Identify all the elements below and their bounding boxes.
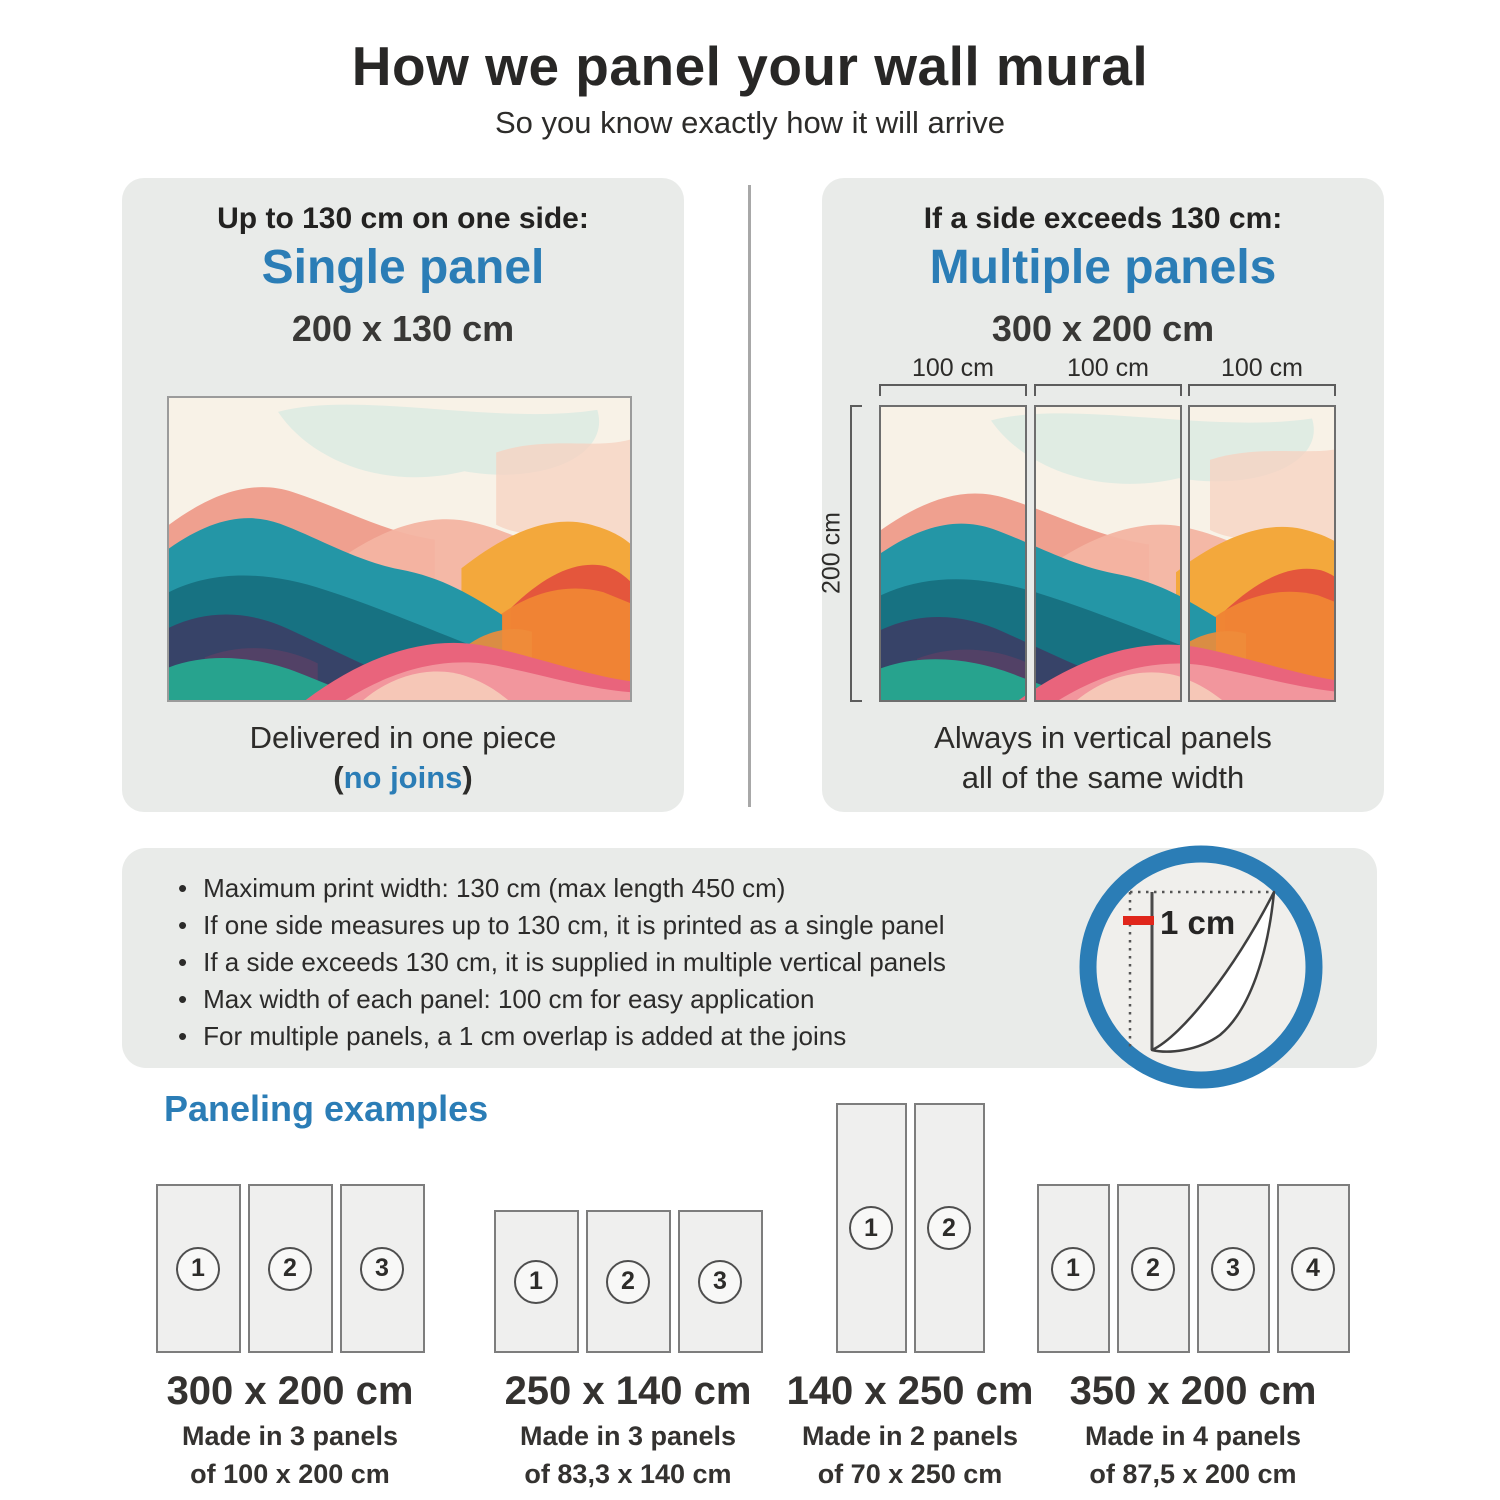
panel-number-badge: 1 <box>1051 1246 1095 1291</box>
panel-number-badge: 2 <box>606 1259 650 1304</box>
info-bullet: For multiple panels, a 1 cm overlap is a… <box>178 1018 946 1055</box>
paren-close: ) <box>462 760 473 795</box>
example-250x140: 1 2 3 250 x 140 cm Made in 3 panels of 8… <box>478 1100 778 1490</box>
example-panel: 1 <box>493 1210 579 1353</box>
height-bracket <box>850 405 862 702</box>
cards-divider <box>748 185 751 807</box>
example-panels: 1 2 3 <box>140 1100 440 1353</box>
multiple-panels-card: If a side exceeds 130 cm: Multiple panel… <box>818 178 1384 812</box>
example-panel: 3 <box>677 1210 763 1353</box>
example-size: 250 x 140 cm <box>504 1369 752 1413</box>
example-panel: 3 <box>1196 1184 1270 1353</box>
panel-number-badge: 2 <box>927 1206 971 1250</box>
example-panel: 2 <box>913 1103 985 1353</box>
mural-artwork <box>1036 407 1180 700</box>
example-detail: Made in 4 panels <box>1084 1421 1302 1451</box>
example-detail: of 70 x 250 cm <box>817 1459 1003 1489</box>
width-bracket-3 <box>1188 384 1336 396</box>
example-panel: 1 <box>155 1184 241 1353</box>
example-panel: 1 <box>835 1103 907 1353</box>
single-caption-joins: (no joins) <box>122 760 684 796</box>
overlap-label: 1 cm <box>1160 904 1235 941</box>
example-panel: 3 <box>339 1184 425 1353</box>
width-bracket-1 <box>879 384 1027 396</box>
example-panels: 1 2 <box>765 1100 1055 1353</box>
panel-number-badge: 2 <box>1131 1246 1175 1291</box>
mural-artwork <box>881 407 1025 700</box>
info-bullet: Max width of each panel: 100 cm for easy… <box>178 981 946 1018</box>
example-detail: of 83,3 x 140 cm <box>524 1459 732 1489</box>
multiple-caption-line1: Always in vertical panels <box>934 720 1272 755</box>
no-joins-highlight: no joins <box>343 760 463 795</box>
info-bullet: If one side measures up to 130 cm, it is… <box>178 907 946 944</box>
mural-panel-1 <box>879 405 1027 702</box>
page-subtitle: So you know exactly how it will arrive <box>495 105 1005 140</box>
example-panel: 2 <box>585 1210 671 1353</box>
width-label-1: 100 cm <box>912 354 994 382</box>
mural-artwork <box>169 398 630 700</box>
multiple-caption-line2: all of the same width <box>961 760 1245 795</box>
panel-number-badge: 3 <box>360 1246 404 1291</box>
example-panel: 4 <box>1276 1184 1350 1353</box>
panel-number-badge: 1 <box>514 1259 558 1304</box>
example-panel: 1 <box>1036 1184 1110 1353</box>
width-bracket-2 <box>1034 384 1182 396</box>
example-300x200: 1 2 3 300 x 200 cm Made in 3 panels of 1… <box>140 1100 440 1490</box>
multiple-condition: If a side exceeds 130 cm: <box>923 202 1283 235</box>
panel-number-badge: 1 <box>176 1246 220 1291</box>
height-label: 200 cm <box>817 512 846 595</box>
width-label-2: 100 cm <box>1067 354 1149 382</box>
example-350x200: 1 2 3 4 350 x 200 cm Made in 4 panels of… <box>1028 1100 1358 1490</box>
width-label-3: 100 cm <box>1221 354 1303 382</box>
single-size: 200 x 130 cm <box>291 308 515 349</box>
paren-open: ( <box>333 760 344 795</box>
panel-number-badge: 4 <box>1291 1246 1335 1291</box>
page-title: How we panel your wall mural <box>351 35 1149 97</box>
single-caption: Delivered in one piece <box>249 720 557 755</box>
single-panel-card: Up to 130 cm on one side: Single panel 2… <box>122 178 684 812</box>
overlap-page-curl-icon: 1 cm <box>1078 844 1324 1090</box>
panel-number-badge: 3 <box>1211 1246 1255 1291</box>
overlap-red-mark <box>1123 916 1154 925</box>
panel-number-badge: 3 <box>698 1259 742 1304</box>
example-detail: Made in 3 panels <box>181 1421 399 1451</box>
example-detail: Made in 2 panels <box>801 1421 1019 1451</box>
example-140x250: 1 2 140 x 250 cm Made in 2 panels of 70 … <box>765 1100 1055 1490</box>
example-detail: of 100 x 200 cm <box>190 1459 390 1489</box>
single-title: Single panel <box>261 241 545 294</box>
info-bullet-list: Maximum print width: 130 cm (max length … <box>178 870 946 1055</box>
example-panel: 2 <box>247 1184 333 1353</box>
mural-image-single <box>167 396 632 702</box>
example-detail: Made in 3 panels <box>519 1421 737 1451</box>
example-size: 300 x 200 cm <box>166 1369 414 1413</box>
single-condition: Up to 130 cm on one side: <box>217 202 589 235</box>
multiple-title: Multiple panels <box>929 241 1277 294</box>
example-panels: 1 2 3 4 <box>1028 1100 1358 1353</box>
info-bullet: Maximum print width: 130 cm (max length … <box>178 870 946 907</box>
example-detail: of 87,5 x 200 cm <box>1089 1459 1297 1489</box>
multiple-size: 300 x 200 cm <box>991 308 1215 349</box>
info-bullet: If a side exceeds 130 cm, it is supplied… <box>178 944 946 981</box>
example-size: 350 x 200 cm <box>1069 1369 1317 1413</box>
panel-number-badge: 2 <box>268 1246 312 1291</box>
example-size: 140 x 250 cm <box>786 1369 1034 1413</box>
mural-panel-2 <box>1034 405 1182 702</box>
examples-heading: Paneling examples <box>164 1088 489 1129</box>
example-panels: 1 2 3 <box>478 1100 778 1353</box>
example-panel: 2 <box>1116 1184 1190 1353</box>
panel-number-badge: 1 <box>849 1206 893 1250</box>
mural-artwork <box>1190 407 1334 700</box>
mural-panel-3 <box>1188 405 1336 702</box>
